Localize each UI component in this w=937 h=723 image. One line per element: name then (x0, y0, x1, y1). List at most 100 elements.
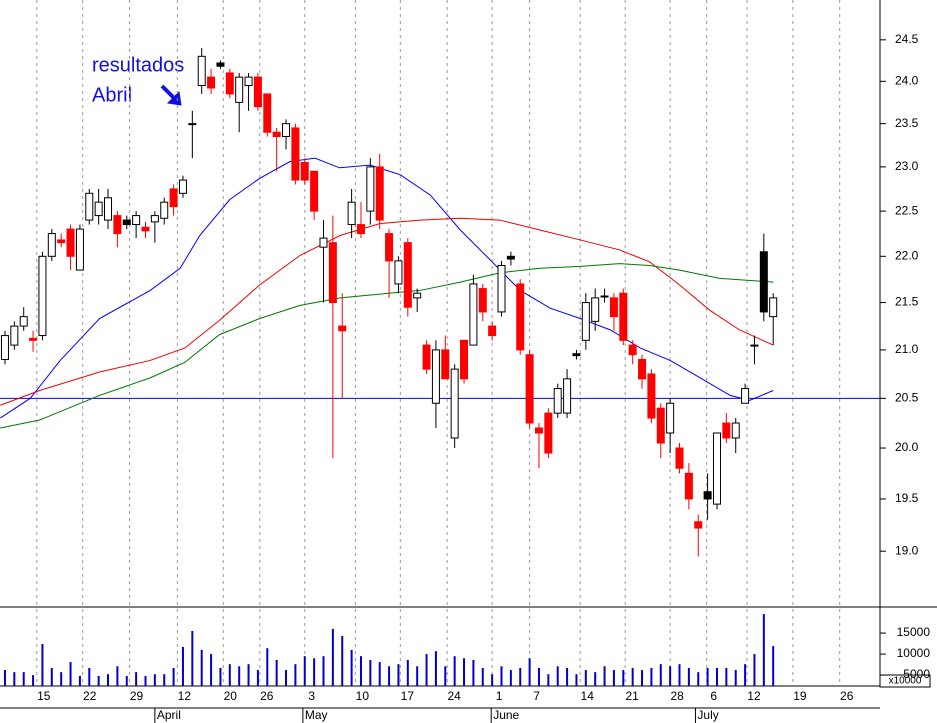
candle-body (675, 447, 684, 469)
annotation: resultados (92, 54, 184, 76)
x-tick-label: 15 (37, 689, 51, 703)
candle-body (422, 344, 431, 370)
candle-body (563, 378, 572, 414)
candle-body (516, 283, 525, 351)
candle-body (394, 260, 403, 285)
candle-body (57, 239, 66, 244)
candle-body (132, 215, 141, 226)
candle-body (741, 388, 750, 404)
candle-body (300, 162, 309, 181)
candle-body (356, 224, 365, 235)
candle-body (263, 93, 272, 133)
candle-body (600, 295, 609, 298)
x-tick-label: 10 (356, 689, 370, 703)
x-tick-label: 24 (447, 689, 461, 703)
x-tick-label: 20 (224, 689, 238, 703)
candle-body (310, 170, 319, 212)
month-label: April (157, 708, 181, 722)
candle-body (460, 339, 469, 380)
moving-average (0, 217, 774, 406)
candle-body (666, 402, 675, 434)
x-tick-label: 12 (178, 689, 192, 703)
candle-body (169, 188, 178, 208)
x-tick-label: 1 (496, 689, 503, 703)
candle-body (628, 344, 637, 356)
candle-body (178, 179, 187, 194)
candle-body (338, 325, 347, 332)
candle-body (75, 228, 84, 271)
candle-body (525, 354, 534, 424)
candle-body (684, 472, 693, 500)
candle-body (769, 297, 778, 318)
y-tick-label: 19.5 (895, 491, 919, 505)
candle-body (94, 201, 103, 217)
candle-body (759, 251, 768, 313)
candle-body (188, 123, 197, 126)
x-tick-label: 12 (747, 689, 761, 703)
candle-body (431, 349, 440, 404)
candle-body (197, 55, 206, 86)
candle-body (497, 264, 506, 313)
candle-body (38, 255, 47, 337)
candle-body (291, 127, 300, 181)
candle-body (244, 76, 253, 86)
x-tick-label: 21 (625, 689, 639, 703)
x-tick-label: 17 (401, 689, 415, 703)
candle-body (141, 226, 150, 232)
candle-body (413, 292, 422, 299)
y-tick-label: 24.5 (895, 32, 919, 46)
candle-body (488, 325, 497, 337)
x-tick-label: 3 (308, 689, 315, 703)
candle-body (328, 242, 337, 304)
annotation-arrow (160, 84, 182, 106)
candle-body (403, 242, 412, 308)
candle-body (47, 233, 56, 257)
moving-average (0, 263, 774, 429)
candle-body (29, 337, 38, 341)
candle-body (750, 344, 759, 347)
candle-body (104, 197, 113, 221)
candle-body (272, 131, 281, 138)
candle-body (703, 491, 712, 500)
x-tick-label: 28 (670, 689, 684, 703)
candle-body (544, 412, 553, 454)
volume-tick-label: 10000 (897, 646, 931, 660)
candle-body (216, 62, 225, 67)
candle-body (647, 373, 656, 419)
candle-body (656, 407, 665, 444)
candle-body (506, 255, 515, 260)
candle-body (572, 353, 581, 357)
candle-body (66, 228, 75, 257)
candle-body (122, 219, 131, 226)
candle-body (694, 521, 703, 529)
y-tick-label: 21.5 (895, 295, 919, 309)
candle-body (450, 368, 459, 439)
candle-body (385, 233, 394, 262)
candle-body (441, 349, 450, 380)
candle-body (235, 76, 244, 103)
y-tick-label: 20.5 (895, 391, 919, 405)
candle-body (619, 292, 628, 341)
plot-layer (36, 0, 841, 686)
moving-average (0, 157, 774, 419)
candle-body (534, 427, 543, 434)
y-tick-label: 23.5 (895, 116, 919, 130)
candle-body (712, 432, 721, 505)
candle-body (591, 297, 600, 322)
candle-body (366, 166, 375, 212)
candle-body (19, 316, 28, 327)
candle-body (347, 201, 356, 226)
month-label: July (697, 708, 718, 722)
candle-body (722, 422, 731, 439)
x-tick-label: 14 (581, 689, 595, 703)
month-label: May (305, 708, 328, 722)
month-label: June (493, 708, 519, 722)
x-tick-label: 6 (710, 689, 717, 703)
y-tick-label: 22.0 (895, 248, 919, 262)
candle-body (282, 123, 291, 138)
x-tick-label: 7 (533, 689, 540, 703)
y-tick-label: 21.0 (895, 342, 919, 356)
x-tick-label: 22 (83, 689, 97, 703)
candle-body (113, 215, 122, 235)
